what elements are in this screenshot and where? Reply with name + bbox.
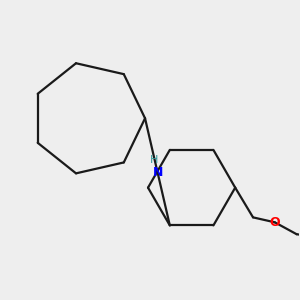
Text: O: O (269, 216, 280, 229)
Text: N: N (153, 166, 164, 179)
Text: H: H (150, 155, 159, 165)
